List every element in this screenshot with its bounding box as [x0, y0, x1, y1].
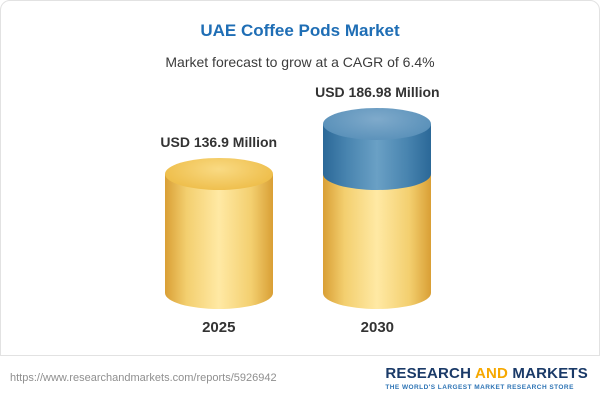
value-label-2025: USD 136.9 Million — [160, 134, 278, 150]
bar-column-2025: USD 136.9 Million 2025 — [160, 134, 277, 336]
cylinder-2030 — [323, 108, 432, 309]
logo-word-and: AND — [474, 365, 509, 382]
cylinder-2025-top-face — [164, 158, 273, 190]
chart-subtitle: Market forecast to grow at a CAGR of 6.4… — [165, 54, 435, 70]
logo-wordmark: RESEARCH AND MARKETS — [385, 365, 588, 382]
cylinder-2025 — [164, 158, 273, 309]
category-label-2025: 2025 — [202, 319, 236, 336]
cylinder-2030-base-segment — [323, 174, 432, 309]
bar-chart: USD 136.9 Million 2025 USD 186.98 Millio… — [1, 84, 599, 336]
bar-column-2030: USD 186.98 Million 2030 — [315, 84, 439, 336]
value-label-2030: USD 186.98 Million — [315, 84, 440, 100]
logo-word-research: RESEARCH — [385, 365, 472, 382]
logo-word-markets: MARKETS — [512, 365, 588, 382]
logo-tagline: THE WORLD'S LARGEST MARKET RESEARCH STOR… — [385, 384, 574, 391]
cylinder-2025-body — [164, 174, 273, 309]
researchandmarkets-logo: RESEARCH AND MARKETS THE WORLD'S LARGEST… — [385, 365, 588, 391]
chart-title: UAE Coffee Pods Market — [200, 21, 400, 40]
report-url-link[interactable]: https://www.researchandmarkets.com/repor… — [10, 372, 277, 384]
footer: https://www.researchandmarkets.com/repor… — [0, 356, 600, 400]
category-label-2030: 2030 — [360, 319, 395, 336]
report-banner-card: UAE Coffee Pods Market Market forecast t… — [0, 0, 600, 356]
cylinder-2030-top-face — [323, 108, 432, 140]
